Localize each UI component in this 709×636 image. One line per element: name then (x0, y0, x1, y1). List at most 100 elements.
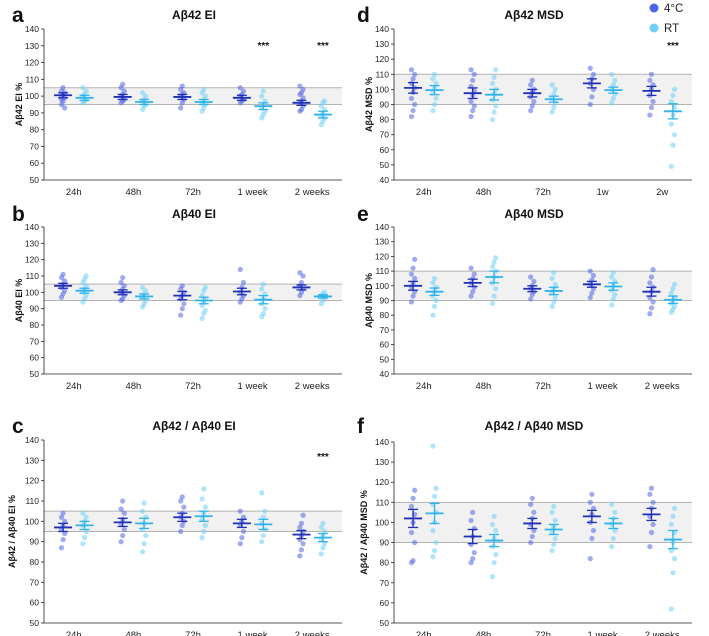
data-point (259, 539, 265, 545)
data-point (408, 503, 415, 509)
data-point (650, 499, 656, 505)
data-point (260, 88, 266, 94)
data-point (471, 71, 477, 77)
data-point (648, 485, 655, 491)
data-point (549, 82, 555, 88)
data-point (178, 312, 184, 318)
data-point (552, 535, 558, 542)
y-tick-label: 130 (375, 457, 389, 467)
data-point (609, 302, 615, 308)
data-point (318, 551, 324, 557)
data-point (179, 306, 185, 312)
data-point (587, 268, 593, 274)
y-tick-label: 120 (375, 251, 389, 261)
data-point (321, 98, 328, 104)
data-point (471, 271, 477, 277)
data-point (610, 95, 616, 102)
data-point (83, 528, 89, 535)
data-point (551, 541, 557, 548)
data-point (491, 560, 497, 566)
data-point (589, 94, 595, 100)
x-tick-label: 1 week (588, 630, 618, 636)
data-point (410, 558, 416, 564)
data-point (408, 299, 415, 305)
panel-e: e Aβ40 MSD 40 50 60 70 80 90 100 110 120 130 140 Aβ40… (357, 203, 692, 392)
y-tick-label: 100 (25, 287, 39, 297)
data-point (60, 271, 66, 277)
data-point (468, 293, 474, 299)
data-point (590, 272, 597, 279)
y-tick-label: 130 (25, 238, 39, 248)
data-point (430, 76, 436, 82)
x-tick-label: 72h (185, 187, 201, 198)
data-point (202, 284, 208, 291)
y-tick-label: 50 (30, 618, 40, 628)
data-point (410, 293, 416, 299)
data-point (612, 292, 618, 298)
y-tick-label: 130 (25, 455, 39, 465)
x-tick-label: 48h (125, 187, 141, 198)
data-point (587, 101, 593, 108)
data-point (671, 281, 678, 287)
data-point (179, 522, 185, 529)
data-point (491, 259, 497, 265)
x-tick-label: 2 weeks (295, 381, 330, 392)
data-point (668, 98, 674, 105)
y-tick-label: 80 (380, 115, 390, 125)
data-point (549, 275, 555, 282)
panel-letter: a (12, 4, 24, 27)
x-tick-label: 1 week (238, 630, 268, 636)
x-tick-label: 1 week (238, 381, 268, 392)
data-point (489, 574, 496, 580)
y-tick-label: 80 (30, 125, 40, 135)
x-tick-label: 48h (475, 381, 491, 392)
data-point (647, 112, 653, 118)
panel-letter: b (12, 203, 25, 226)
panel-a: a Aβ42 EI 50 60 70 80 90 100 110 120 130 140 Aβ42 EI… (12, 4, 342, 198)
x-tick-label: 2w (656, 187, 668, 198)
data-point (491, 293, 497, 299)
data-point (412, 256, 418, 262)
data-point (589, 290, 595, 296)
data-point (240, 528, 247, 535)
data-point (262, 306, 268, 312)
data-point (240, 88, 247, 94)
data-point (81, 535, 88, 541)
data-point (118, 279, 124, 286)
data-point (179, 494, 185, 500)
data-point (648, 529, 655, 536)
data-point (237, 85, 243, 91)
data-point (531, 98, 537, 105)
reference-band (394, 271, 692, 301)
data-point (528, 82, 534, 88)
data-point (408, 529, 415, 536)
reference-band (394, 502, 692, 543)
y-tick-label: 140 (25, 24, 39, 34)
data-point (237, 508, 243, 514)
data-point (493, 527, 499, 534)
data-point (412, 275, 418, 282)
y-tick-label: 140 (375, 24, 389, 34)
data-point (670, 286, 676, 292)
y-tick-label: 60 (30, 598, 40, 608)
y-axis-label: Aβ42 / Aβ40 MSD % (359, 490, 369, 575)
data-point (552, 294, 558, 301)
data-point (468, 67, 474, 73)
data-point (298, 520, 305, 526)
data-point (668, 521, 674, 528)
data-point (430, 554, 436, 560)
data-point (491, 513, 497, 520)
data-point (551, 269, 557, 276)
legend-marker (649, 23, 659, 33)
y-tick-label: 60 (30, 353, 40, 363)
data-point (300, 95, 306, 101)
y-tick-label: 70 (30, 141, 40, 151)
x-tick-label: 24h (416, 630, 432, 636)
x-tick-label: 2 weeks (645, 630, 680, 636)
data-point (470, 77, 476, 83)
data-point (178, 528, 184, 535)
data-point (62, 278, 68, 284)
data-point (120, 498, 126, 504)
data-point (610, 269, 616, 276)
panel-title: Aβ40 MSD (504, 207, 564, 221)
